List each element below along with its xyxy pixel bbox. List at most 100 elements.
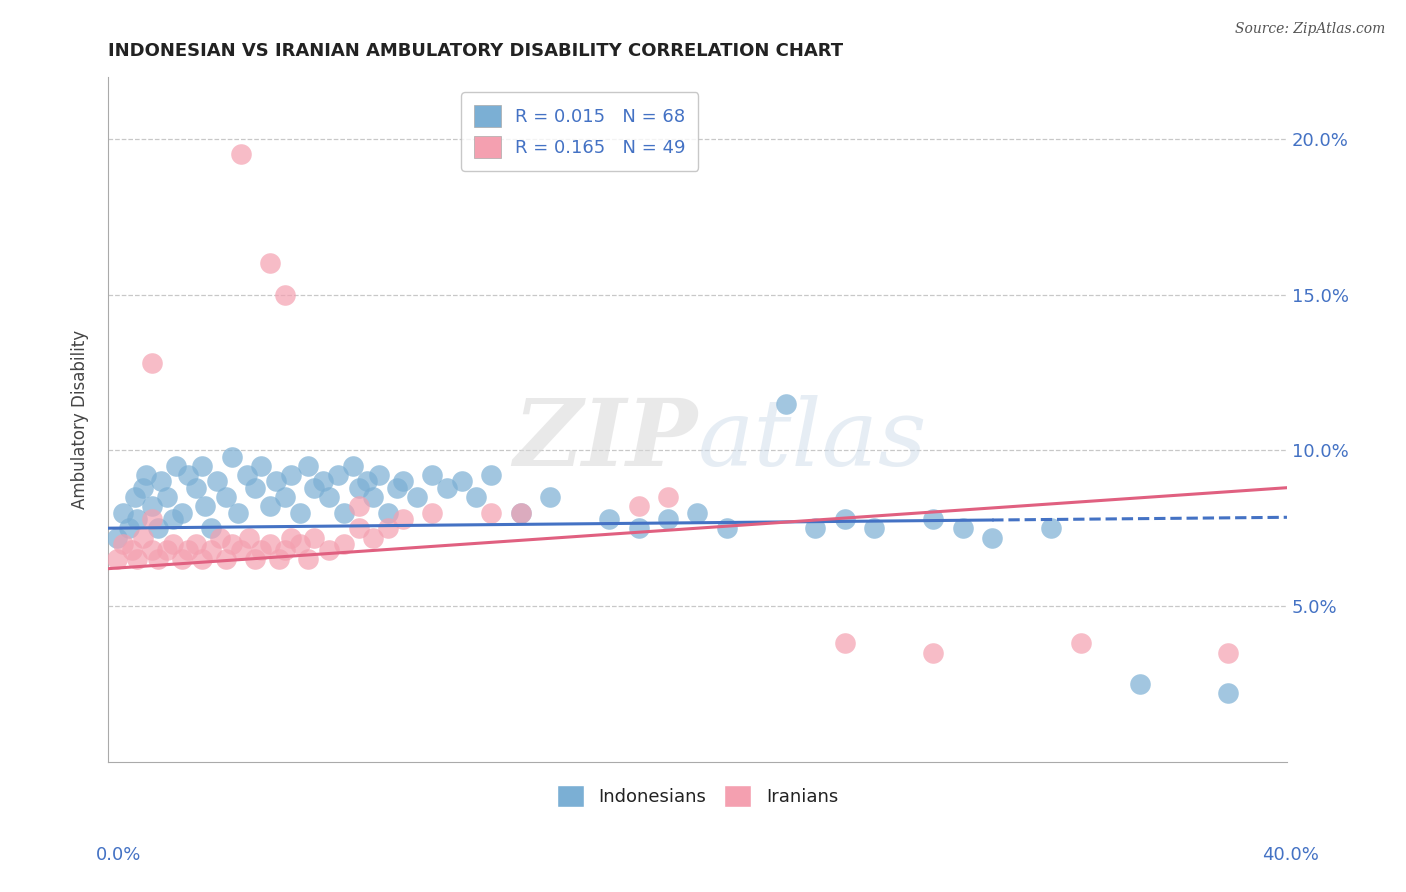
Point [627,521,650,535]
Point [132,531,155,545]
Y-axis label: Ambulatory Disability: Ambulatory Disability [72,330,89,508]
Point [221,537,243,551]
Point [105,552,128,566]
Point [191,552,214,566]
Point [132,481,155,495]
Point [238,531,260,545]
Text: atlas: atlas [697,395,927,484]
Point [156,490,179,504]
Point [627,500,650,514]
Point [385,481,408,495]
Point [509,506,531,520]
Point [981,531,1004,545]
Point [333,537,356,551]
Point [215,552,238,566]
Text: INDONESIAN VS IRANIAN AMBULATORY DISABILITY CORRELATION CHART: INDONESIAN VS IRANIAN AMBULATORY DISABIL… [108,42,844,60]
Point [834,512,856,526]
Point [176,468,198,483]
Point [124,490,146,504]
Point [356,475,378,489]
Point [657,490,679,504]
Point [716,521,738,535]
Point [280,531,302,545]
Point [1216,686,1239,700]
Point [479,506,502,520]
Point [208,531,231,545]
Point [150,475,173,489]
Point [274,490,297,504]
Point [141,500,163,514]
Point [146,521,169,535]
Point [361,490,384,504]
Point [186,481,208,495]
Point [245,552,267,566]
Point [775,396,797,410]
Point [465,490,488,504]
Point [312,475,335,489]
Point [194,500,217,514]
Point [297,458,319,473]
Point [264,475,287,489]
Point [229,543,252,558]
Point [250,543,273,558]
Point [863,521,886,535]
Point [200,521,222,535]
Point [170,552,193,566]
Point [361,531,384,545]
Point [420,468,443,483]
Text: 0.0%: 0.0% [96,846,141,863]
Point [274,287,297,301]
Point [135,468,157,483]
Point [347,521,370,535]
Point [259,537,281,551]
Point [250,458,273,473]
Point [1040,521,1063,535]
Point [288,537,311,551]
Point [377,506,399,520]
Point [420,506,443,520]
Point [377,521,399,535]
Point [509,506,531,520]
Point [221,450,243,464]
Point [200,543,222,558]
Point [297,552,319,566]
Point [141,512,163,526]
Point [146,552,169,566]
Point [117,521,139,535]
Point [1216,646,1239,660]
Point [804,521,827,535]
Point [141,543,163,558]
Point [657,512,679,526]
Point [450,475,472,489]
Point [127,552,149,566]
Point [304,531,326,545]
Point [215,490,238,504]
Point [333,506,356,520]
Point [686,506,709,520]
Text: Source: ZipAtlas.com: Source: ZipAtlas.com [1234,22,1385,37]
Point [165,458,187,473]
Point [280,468,302,483]
Point [111,506,134,520]
Legend: Indonesians, Iranians: Indonesians, Iranians [550,778,845,814]
Point [436,481,458,495]
Point [274,543,297,558]
Point [406,490,429,504]
Point [288,506,311,520]
Point [141,356,163,370]
Point [162,512,184,526]
Point [127,512,149,526]
Point [318,543,340,558]
Point [205,475,228,489]
Point [229,147,252,161]
Point [186,537,208,551]
Point [111,537,134,551]
Point [318,490,340,504]
Point [922,646,945,660]
Text: 40.0%: 40.0% [1263,846,1319,863]
Point [391,475,413,489]
Point [1129,677,1152,691]
Point [342,458,364,473]
Point [368,468,391,483]
Point [176,543,198,558]
